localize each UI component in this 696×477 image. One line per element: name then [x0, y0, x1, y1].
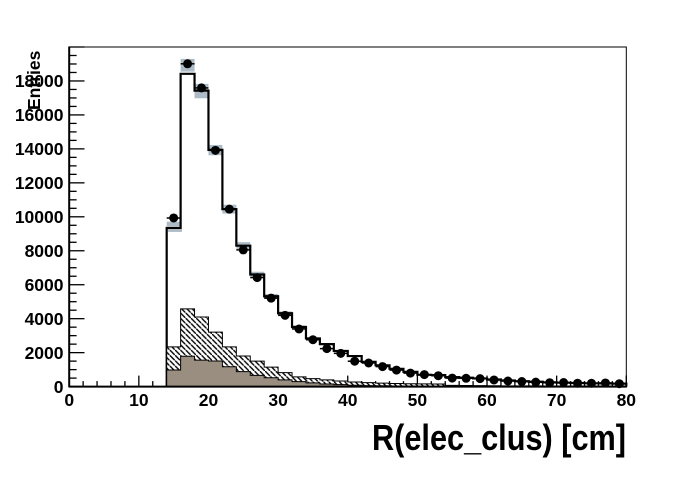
- svg-text:4000: 4000: [25, 309, 64, 329]
- svg-text:R(elec_clus) [cm]: R(elec_clus) [cm]: [372, 417, 626, 458]
- svg-text:70: 70: [547, 390, 567, 410]
- svg-text:0: 0: [54, 377, 64, 397]
- svg-text:50: 50: [408, 390, 428, 410]
- svg-text:10: 10: [129, 390, 149, 410]
- svg-text:80: 80: [617, 390, 637, 410]
- svg-text:60: 60: [477, 390, 497, 410]
- svg-text:20: 20: [199, 390, 219, 410]
- svg-text:2000: 2000: [25, 343, 64, 363]
- svg-text:6000: 6000: [25, 275, 64, 295]
- svg-text:Entries: Entries: [24, 50, 44, 110]
- svg-text:0: 0: [64, 390, 74, 410]
- svg-text:10000: 10000: [15, 207, 64, 227]
- svg-text:30: 30: [268, 390, 288, 410]
- svg-text:40: 40: [338, 390, 358, 410]
- svg-text:12000: 12000: [15, 173, 64, 193]
- svg-text:14000: 14000: [15, 139, 64, 159]
- svg-text:8000: 8000: [25, 241, 64, 261]
